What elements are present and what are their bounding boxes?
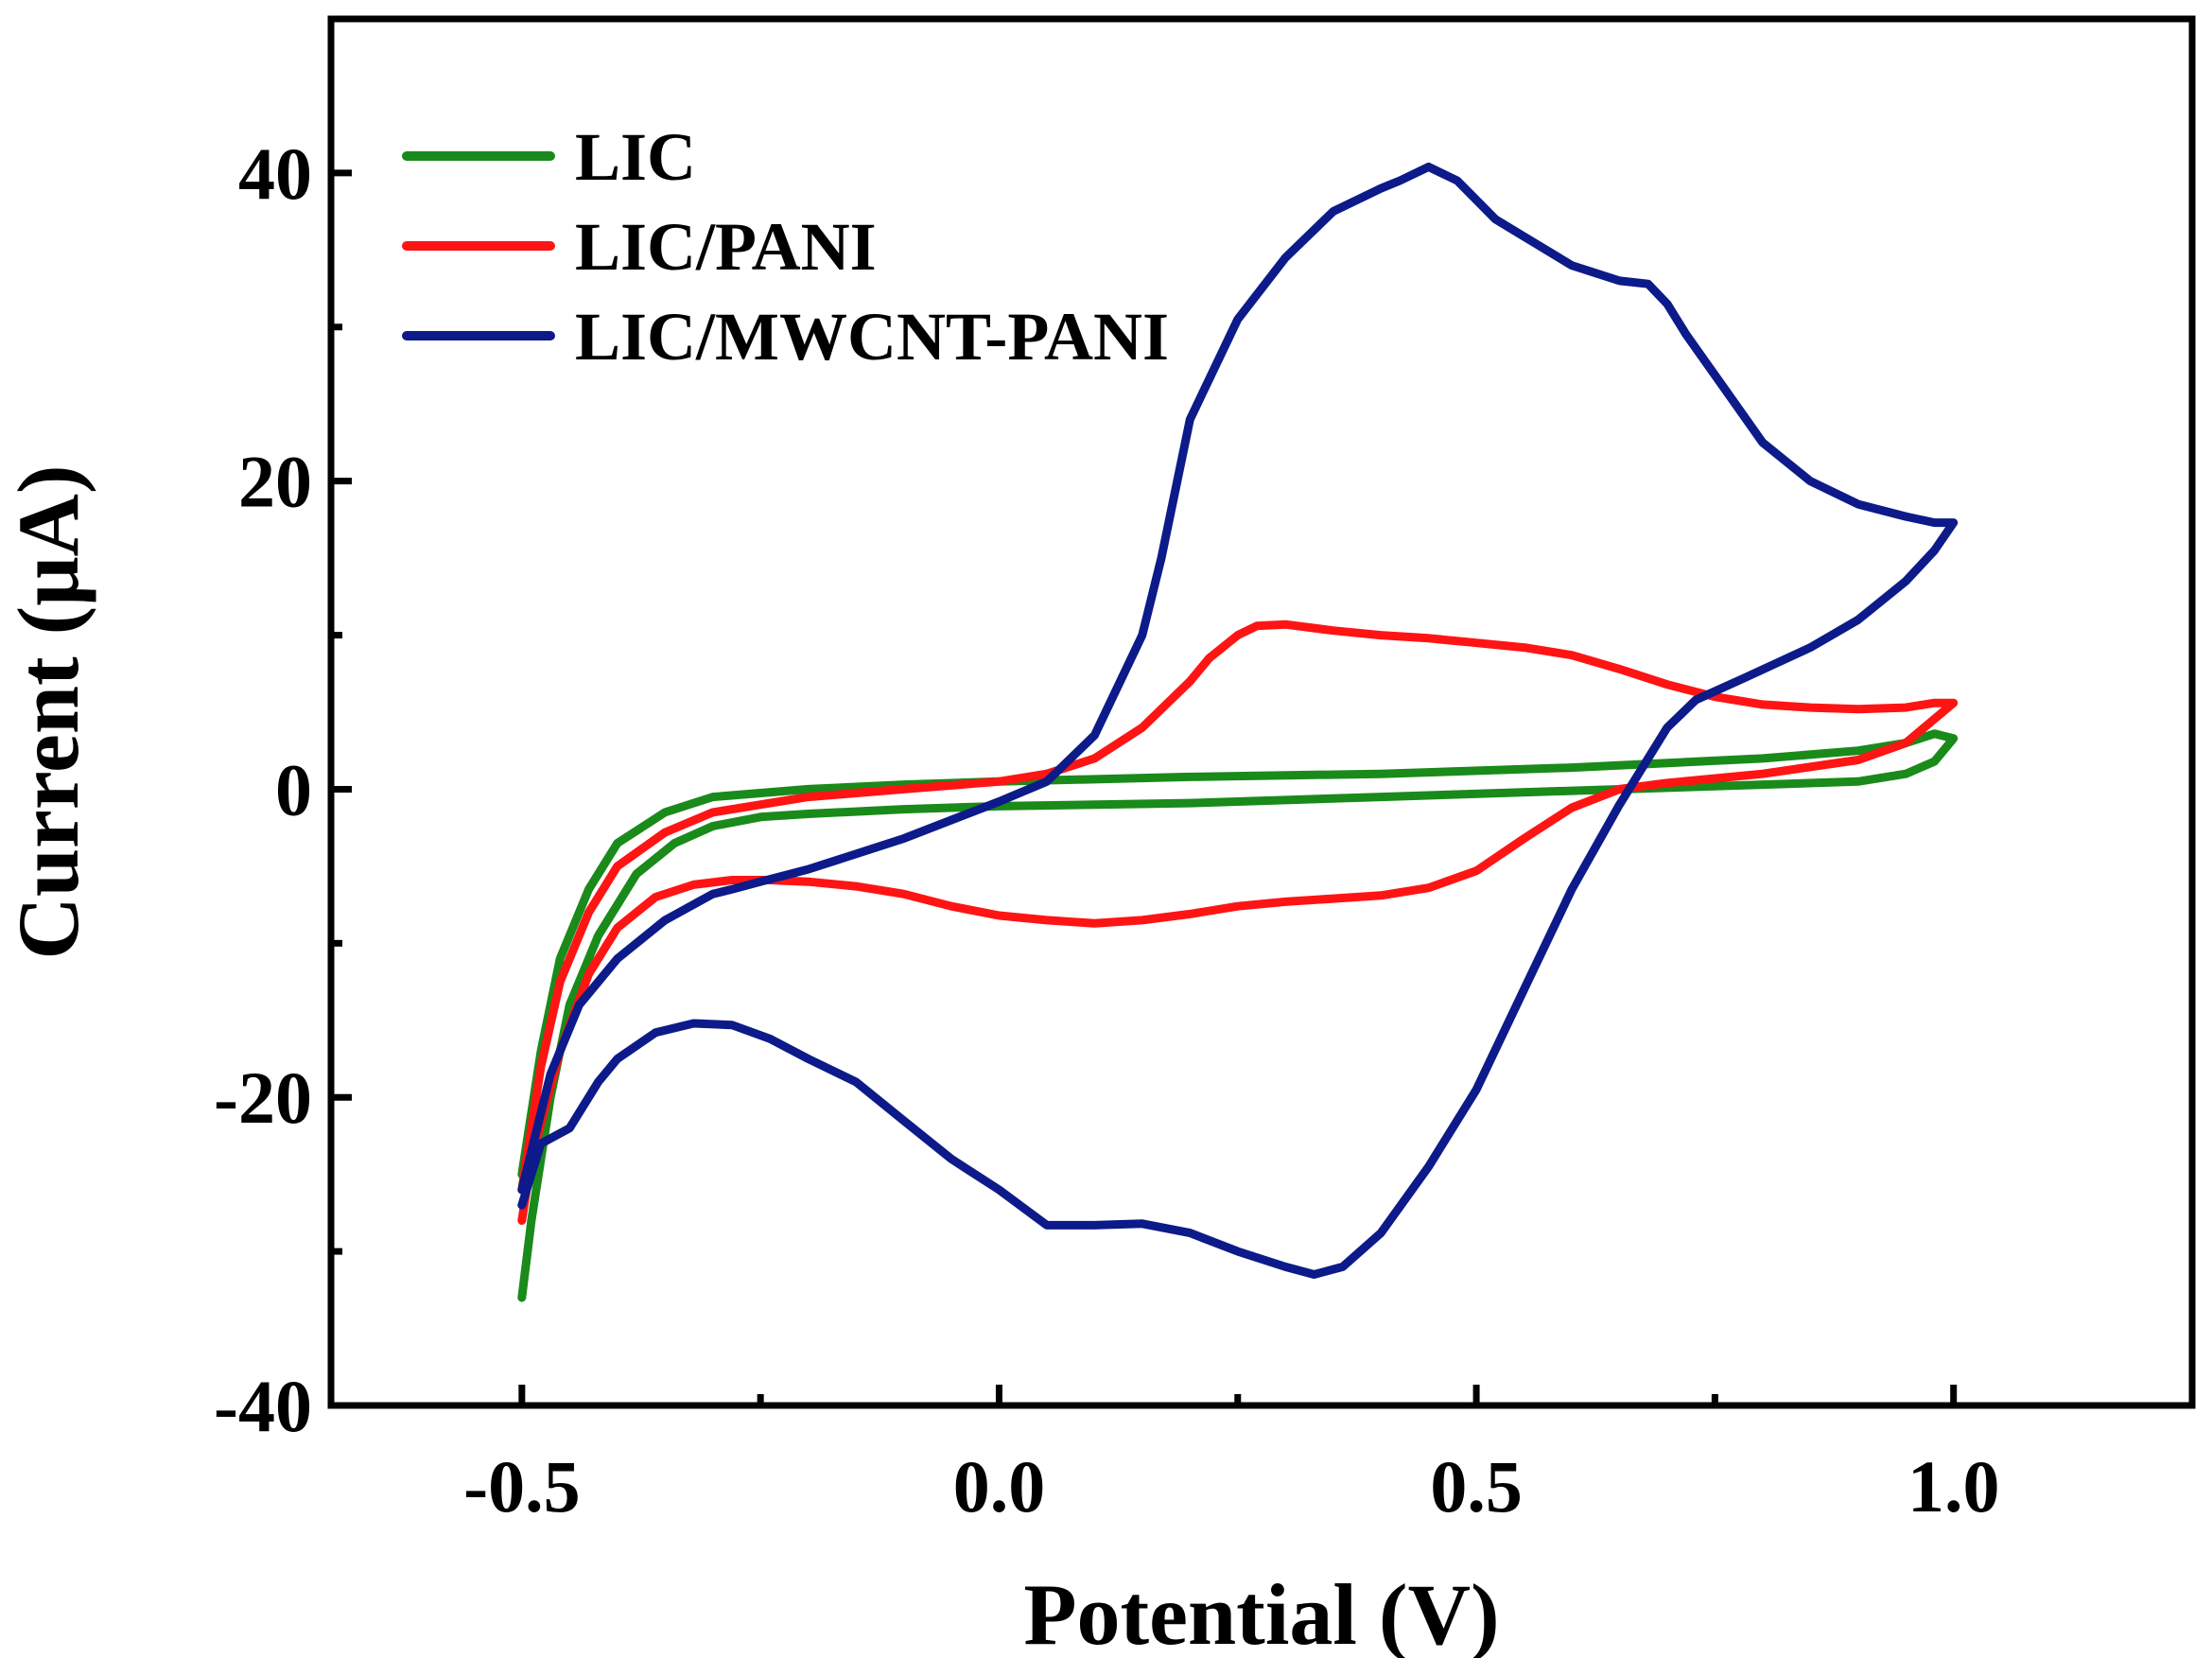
x-tick-label: 0.0	[953, 1445, 1046, 1527]
x-tick-labels: -0.5 0.0 0.5 1.0	[463, 1445, 1999, 1527]
x-tick-label: -0.5	[463, 1445, 580, 1527]
y-tick-label: -20	[214, 1056, 312, 1139]
y-tick-labels: -40 -20 0 20 40	[214, 132, 312, 1447]
axis-ticks	[331, 169, 2196, 1409]
plot-frame	[327, 15, 2196, 1409]
series-line-1	[517, 729, 1959, 1302]
legend: LIC LIC/PANI LIC/MWCNT-PANI	[402, 119, 1169, 375]
y-tick-label: 0	[275, 748, 312, 830]
y-tick-label: 40	[238, 132, 312, 215]
legend-label-2: LIC/PANI	[575, 209, 877, 285]
y-tick-label: -40	[214, 1365, 312, 1447]
series-line-2	[517, 620, 1959, 1225]
y-axis-title: Current (μA)	[0, 464, 96, 959]
y-tick-label: 20	[238, 441, 312, 523]
legend-label-3: LIC/MWCNT-PANI	[575, 299, 1169, 375]
x-tick-label: 1.0	[1907, 1445, 2000, 1527]
x-axis-title: Potential (V)	[1023, 1566, 1499, 1658]
series-layer	[517, 162, 1959, 1302]
series-line-3	[517, 162, 1959, 1279]
x-tick-label: 0.5	[1430, 1445, 1523, 1527]
legend-label-1: LIC	[575, 119, 696, 195]
